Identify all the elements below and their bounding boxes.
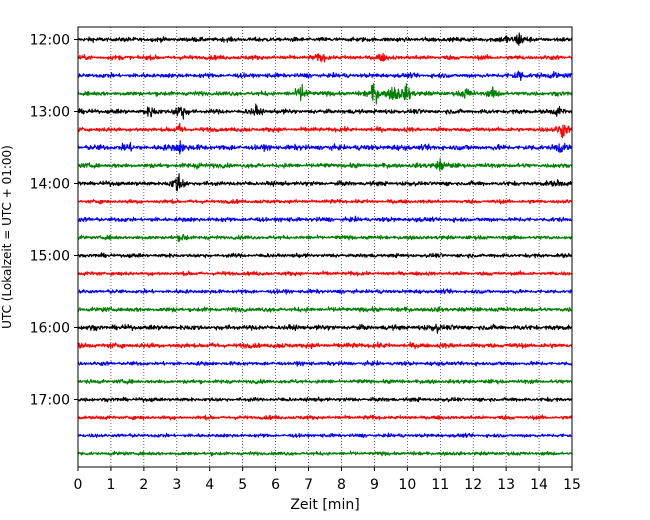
y-tick-label: 16:00 xyxy=(30,321,70,337)
x-tick-label: 5 xyxy=(238,477,247,493)
x-tick-label: 15 xyxy=(563,477,581,493)
x-tick-label: 8 xyxy=(337,477,346,493)
trace-16:00 xyxy=(77,323,573,334)
y-tick-label: 14:00 xyxy=(30,177,70,193)
trace-14:15 xyxy=(77,198,573,205)
trace-17:30 xyxy=(77,432,573,439)
x-tick-label: 14 xyxy=(530,477,548,493)
y-axis-label: UTC (Lokalzeit = UTC + 01:00) xyxy=(0,145,14,329)
x-tick-label: 9 xyxy=(370,477,379,493)
x-tick-label: 13 xyxy=(497,477,515,493)
trace-12:15 xyxy=(77,52,573,63)
trace-17:00 xyxy=(77,396,573,403)
trace-12:00 xyxy=(77,32,573,46)
x-tick-label: 3 xyxy=(172,477,181,493)
trace-13:30 xyxy=(77,140,573,155)
y-ticks: 12:00 13:00 14:00 15:00 16:00 17:00 xyxy=(30,33,78,409)
trace-14:45 xyxy=(77,233,573,242)
x-ticks: 0 1 2 3 4 5 6 7 8 9 10 11 12 13 14 15 xyxy=(74,467,581,493)
trace-12:45 xyxy=(77,82,573,105)
x-tick-label: 6 xyxy=(271,477,280,493)
trace-13:45 xyxy=(77,157,573,172)
y-tick-label: 17:00 xyxy=(30,393,70,409)
x-tick-label: 10 xyxy=(398,477,416,493)
trace-16:15 xyxy=(77,341,573,350)
trace-12:30 xyxy=(77,70,573,82)
x-tick-label: 11 xyxy=(431,477,449,493)
trace-15:00 xyxy=(77,252,573,259)
x-tick-label: 1 xyxy=(106,477,115,493)
trace-17:45 xyxy=(77,450,573,457)
plot-frame xyxy=(77,26,573,468)
trace-16:45 xyxy=(77,378,573,385)
x-tick-label: 2 xyxy=(139,477,148,493)
x-tick-label: 7 xyxy=(304,477,313,493)
trace-14:30 xyxy=(77,215,573,224)
x-tick-label: 0 xyxy=(74,477,83,493)
trace-15:30 xyxy=(77,288,573,295)
trace-15:15 xyxy=(77,270,573,277)
x-axis-label: Zeit [min] xyxy=(290,497,359,513)
trace-17:15 xyxy=(77,414,573,421)
trace-13:00 xyxy=(77,103,573,120)
trace-14:00 xyxy=(77,173,573,192)
grid-lines xyxy=(110,27,540,467)
trace-16:30 xyxy=(77,360,573,367)
y-tick-label: 12:00 xyxy=(30,33,70,49)
y-tick-label: 15:00 xyxy=(30,249,70,265)
trace-15:45 xyxy=(77,306,573,313)
y-tick-label: 13:00 xyxy=(30,105,70,121)
trace-13:15 xyxy=(77,122,573,139)
trace-lines xyxy=(77,32,573,457)
x-tick-label: 4 xyxy=(205,477,214,493)
x-tick-label: 12 xyxy=(464,477,482,493)
